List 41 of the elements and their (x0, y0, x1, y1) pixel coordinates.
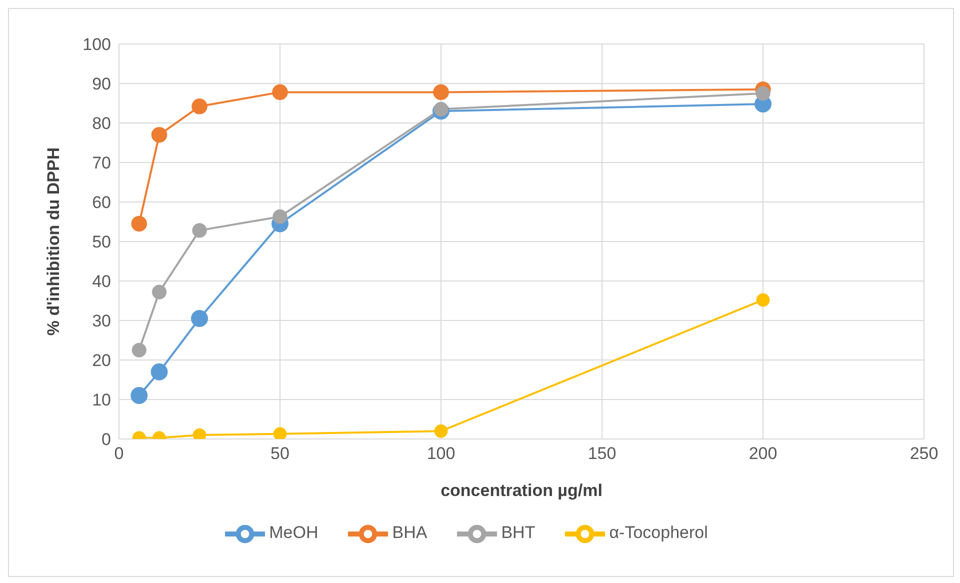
point (192, 98, 208, 114)
point (131, 216, 148, 232)
x-tick-label: 100 (426, 444, 456, 464)
y-tick-label: 100 (82, 35, 111, 54)
point (273, 427, 287, 439)
point (434, 424, 448, 438)
point (192, 428, 206, 439)
point (433, 84, 449, 100)
y-tick-label: 20 (92, 351, 111, 370)
legend-label: BHT (501, 523, 536, 542)
point (192, 223, 207, 238)
y-tick-label: 70 (92, 154, 111, 173)
point (150, 363, 168, 380)
point (132, 342, 146, 358)
x-tick-label: 200 (748, 444, 778, 464)
x-tick-label: 150 (588, 444, 616, 464)
y-tick-label: 30 (92, 312, 111, 331)
point (272, 209, 288, 224)
legend-label: α-Tocopherol (609, 523, 708, 542)
point (130, 387, 148, 404)
y-axis-title: % d'inhibition du DPPH (44, 147, 64, 336)
x-tick-label: 0 (114, 444, 124, 464)
y-tick-label: 90 (92, 74, 111, 94)
y-tick-label: 10 (92, 390, 111, 410)
legend-label: MeOH (269, 523, 318, 542)
point (191, 310, 208, 328)
legend-label: BHA (392, 523, 428, 542)
x-tick-label: 250 (910, 444, 938, 464)
x-tick-label: 50 (270, 444, 290, 464)
y-tick-label: 60 (92, 193, 111, 212)
point (756, 86, 770, 101)
x-axis-title: concentration µg/ml (440, 481, 602, 500)
y-tick-label: 40 (92, 272, 111, 292)
point (272, 84, 288, 100)
point (434, 102, 448, 116)
point (756, 293, 770, 307)
point (152, 284, 167, 300)
y-tick-label: 50 (92, 232, 111, 252)
point (151, 126, 168, 143)
y-tick-label: 0 (102, 430, 111, 450)
y-tick-label: 80 (92, 114, 111, 134)
